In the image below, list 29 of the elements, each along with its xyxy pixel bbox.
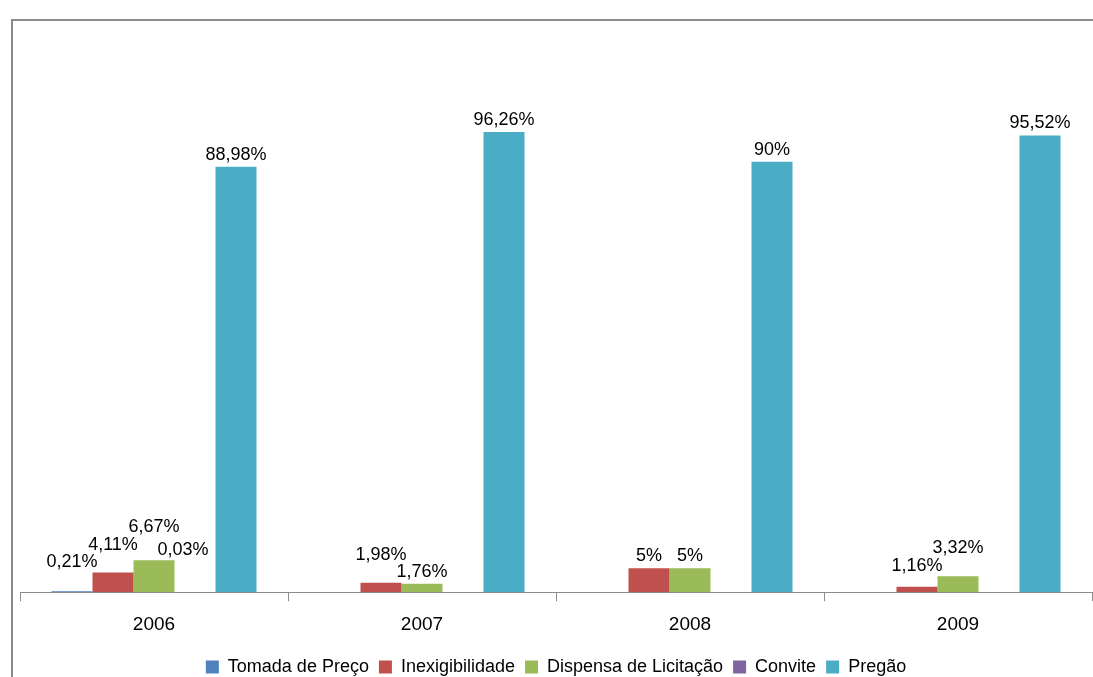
bar [360,582,402,593]
x-tick-label: 2009 [936,612,980,634]
data-label: 96,26% [473,108,535,129]
bar [215,166,257,593]
data-label: 5% [676,545,704,566]
bar [628,568,670,593]
x-tick-label: 2006 [132,612,176,634]
data-label: 90% [753,138,791,159]
bar [937,576,979,593]
bar [1019,135,1061,593]
legend-label: Convite [755,655,817,676]
data-label: 0,03% [157,539,209,560]
data-label: 88,98% [205,143,267,164]
x-tick-label: 2007 [400,612,444,634]
legend-label: Pregão [848,655,907,676]
bar [896,586,938,593]
bar [751,161,793,593]
x-tick-label: 2008 [668,612,712,634]
data-label: 0,21% [46,551,98,572]
legend-label: Dispensa de Licitação [546,655,724,676]
legend-label: Inexigibilidade [400,655,515,676]
data-label: 5% [635,545,662,566]
bar [92,572,134,593]
bar [483,131,525,593]
data-label: 95,52% [1009,112,1071,133]
bar [669,568,711,593]
bar [401,583,443,593]
bar [133,560,175,593]
legend-label: Tomada de Preço [227,655,369,676]
